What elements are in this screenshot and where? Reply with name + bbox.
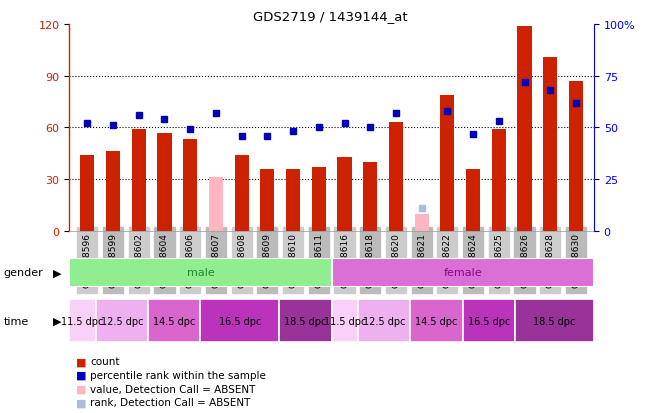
- Bar: [312, 168, 326, 231]
- Bar: [209, 178, 223, 231]
- Text: percentile rank within the sample: percentile rank within the sample: [90, 370, 266, 380]
- Text: 18.5 dpc: 18.5 dpc: [533, 316, 576, 326]
- Text: ■: ■: [76, 397, 86, 407]
- Text: ■: ■: [76, 384, 86, 394]
- Bar: [106, 152, 120, 231]
- Bar: [157, 133, 172, 231]
- Text: ▶: ▶: [53, 268, 61, 278]
- Bar: [411, 300, 463, 342]
- Text: rank, Detection Call = ABSENT: rank, Detection Call = ABSENT: [90, 397, 251, 407]
- Text: female: female: [444, 268, 482, 278]
- Text: 11.5 dpc: 11.5 dpc: [61, 316, 104, 326]
- Bar: [96, 300, 148, 342]
- Text: ■: ■: [76, 356, 86, 366]
- Bar: [492, 130, 506, 231]
- Text: 16.5 dpc: 16.5 dpc: [218, 316, 261, 326]
- Bar: [466, 169, 480, 231]
- Bar: [183, 140, 197, 231]
- Text: 14.5 dpc: 14.5 dpc: [153, 316, 195, 326]
- Text: 12.5 dpc: 12.5 dpc: [100, 316, 143, 326]
- Bar: [69, 300, 96, 342]
- Bar: [517, 26, 531, 231]
- Bar: [463, 300, 515, 342]
- Text: gender: gender: [3, 268, 43, 278]
- Bar: [358, 300, 411, 342]
- Bar: [332, 258, 594, 287]
- Text: count: count: [90, 356, 120, 366]
- Text: 16.5 dpc: 16.5 dpc: [468, 316, 510, 326]
- Bar: [132, 130, 146, 231]
- Bar: [234, 156, 249, 231]
- Text: value, Detection Call = ABSENT: value, Detection Call = ABSENT: [90, 384, 256, 394]
- Bar: [81, 156, 94, 231]
- Bar: [515, 300, 594, 342]
- Text: ▶: ▶: [53, 316, 61, 326]
- Bar: [332, 300, 358, 342]
- Bar: [363, 162, 378, 231]
- Text: 14.5 dpc: 14.5 dpc: [415, 316, 458, 326]
- Text: male: male: [187, 268, 214, 278]
- Text: GDS2719 / 1439144_at: GDS2719 / 1439144_at: [253, 10, 407, 23]
- Bar: [201, 300, 279, 342]
- Bar: [260, 169, 275, 231]
- Text: ■: ■: [76, 370, 86, 380]
- Bar: [69, 258, 332, 287]
- Bar: [569, 82, 583, 231]
- Bar: [148, 300, 201, 342]
- Text: 18.5 dpc: 18.5 dpc: [284, 316, 327, 326]
- Text: time: time: [3, 316, 28, 326]
- Text: 12.5 dpc: 12.5 dpc: [363, 316, 405, 326]
- Text: 11.5 dpc: 11.5 dpc: [323, 316, 366, 326]
- Bar: [389, 123, 403, 231]
- Bar: [337, 157, 352, 231]
- Bar: [286, 169, 300, 231]
- Bar: [414, 214, 429, 231]
- Bar: [543, 57, 557, 231]
- Bar: [440, 95, 455, 231]
- Bar: [279, 300, 332, 342]
